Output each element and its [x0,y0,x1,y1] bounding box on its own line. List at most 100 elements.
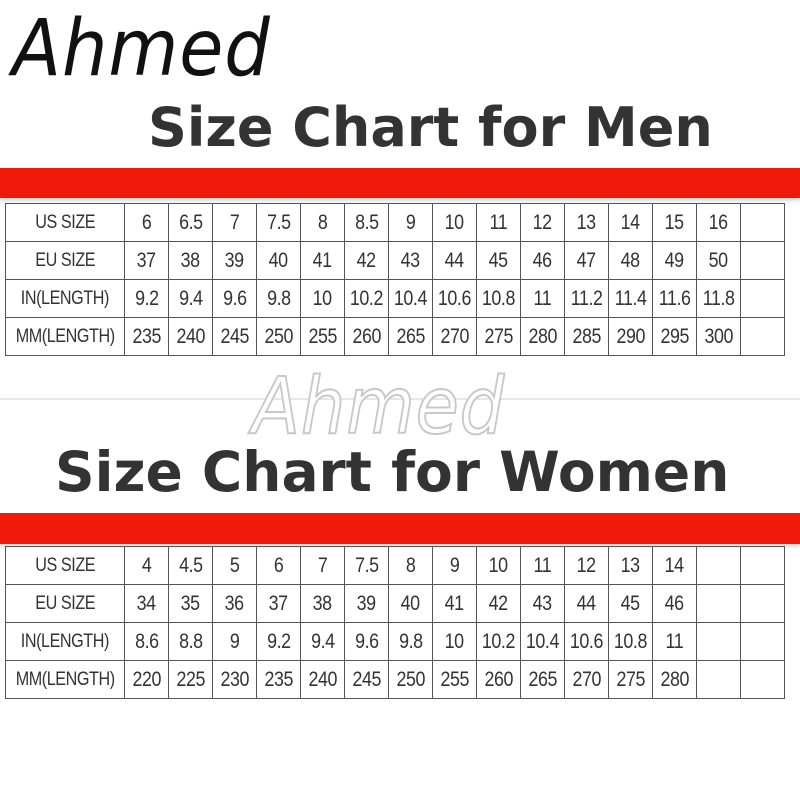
table-cell: 46 [652,584,697,623]
cell-value: 10.2 [481,629,516,653]
cell-value: 10 [312,286,332,310]
cell-value: 5 [229,553,240,577]
table-row: MM(LENGTH) 235 240 245 250 255 260 265 270 275 280… [5,317,785,356]
cell-value: 42 [356,248,376,272]
cell-value: 41 [444,591,464,615]
table-cell: 240 [300,660,345,699]
cell-value: 39 [224,248,244,272]
cell-value: 270 [572,667,601,691]
table-cell: 10.2 [344,279,389,318]
cell-value: 8 [405,553,416,577]
table-cell: 10.6 [564,622,609,661]
cell-value: 10.2 [349,286,384,310]
empty-cell [696,584,741,623]
cell-value: 40 [400,591,420,615]
table-cell: 36 [212,584,257,623]
table-row: EU SIZE 34 35 36 37 38 39 40 41 42 43 44 45 46 [5,584,785,623]
row-label: EU SIZE [5,584,125,623]
row-label: EU SIZE [5,241,125,280]
cell-value: 9.6 [354,629,379,653]
cell-value: 9.4 [178,286,203,310]
cell-value: 11.8 [702,286,735,310]
table-cell: 43 [388,241,433,280]
women-chart-title: Size Chart for Women [55,440,730,504]
cell-value: 230 [220,667,249,691]
table-cell: 270 [432,317,477,356]
table-cell: 40 [388,584,433,623]
table-row: US SIZE 4 4.5 5 6 7 7.5 8 9 10 11 12 13 14 [5,546,785,585]
table-cell: 14 [608,203,653,242]
empty-cell [696,660,741,699]
table-cell: 39 [344,584,389,623]
table-cell: 46 [520,241,565,280]
cell-value: 14 [620,210,640,234]
cell-value: 245 [352,667,381,691]
table-cell: 250 [256,317,301,356]
cell-value: 10.8 [481,286,516,310]
cell-value: 9 [405,210,416,234]
cell-value: 43 [532,591,552,615]
row-label-text: IN(LENGTH) [20,630,110,652]
row-label: US SIZE [5,546,125,585]
cell-value: 11.2 [570,286,603,310]
table-cell: 260 [344,317,389,356]
table-row: MM(LENGTH) 220 225 230 235 240 245 250 255 260 265… [5,660,785,699]
watermark: Ahmed [251,361,506,453]
cell-value: 9.4 [310,629,335,653]
table-cell: 15 [652,203,697,242]
table-cell: 280 [520,317,565,356]
cell-value: 44 [576,591,596,615]
cell-value: 41 [312,248,332,272]
table-cell: 44 [564,584,609,623]
men-size-table: US SIZE 6 6.5 7 7.5 8 8.5 9 10 11 12 13 14 15 16 EU SIZ… [5,203,785,356]
cell-value: 245 [220,324,249,348]
empty-cell [740,660,785,699]
cell-value: 12 [576,553,596,577]
table-cell: 7 [212,203,257,242]
table-cell: 4 [124,546,169,585]
row-label-text: US SIZE [35,554,95,576]
cell-value: 235 [132,324,161,348]
table-cell: 11 [476,203,521,242]
table-cell: 9.8 [256,279,301,318]
table-cell: 5 [212,546,257,585]
cell-value: 14 [664,553,684,577]
cell-value: 250 [396,667,425,691]
table-cell: 37 [124,241,169,280]
table-cell: 10.4 [388,279,433,318]
table-cell: 35 [168,584,213,623]
empty-cell [740,203,785,242]
table-cell: 34 [124,584,169,623]
table-cell: 13 [608,546,653,585]
table-cell: 9 [432,546,477,585]
table-cell: 235 [256,660,301,699]
men-red-divider [0,168,800,198]
cell-value: 8.5 [354,210,379,234]
empty-cell [740,584,785,623]
table-cell: 8.8 [168,622,213,661]
table-cell: 12 [564,546,609,585]
table-cell: 11 [520,546,565,585]
table-cell: 9.2 [256,622,301,661]
cell-value: 11.4 [614,286,647,310]
table-cell: 8 [388,546,433,585]
table-cell: 11.6 [652,279,697,318]
cell-value: 265 [528,667,557,691]
table-cell: 10.6 [432,279,477,318]
table-cell: 41 [432,584,477,623]
table-cell: 300 [696,317,741,356]
cell-value: 48 [620,248,640,272]
cell-value: 10.6 [437,286,472,310]
table-cell: 42 [476,584,521,623]
table-cell: 7.5 [256,203,301,242]
cell-value: 10.4 [525,629,560,653]
table-cell: 10 [300,279,345,318]
cell-value: 11 [533,286,552,310]
cell-value: 9.6 [222,286,247,310]
table-cell: 9 [212,622,257,661]
cell-value: 290 [616,324,645,348]
table-cell: 9.4 [300,622,345,661]
table-cell: 10 [432,622,477,661]
cell-value: 12 [532,210,552,234]
empty-cell [696,546,741,585]
